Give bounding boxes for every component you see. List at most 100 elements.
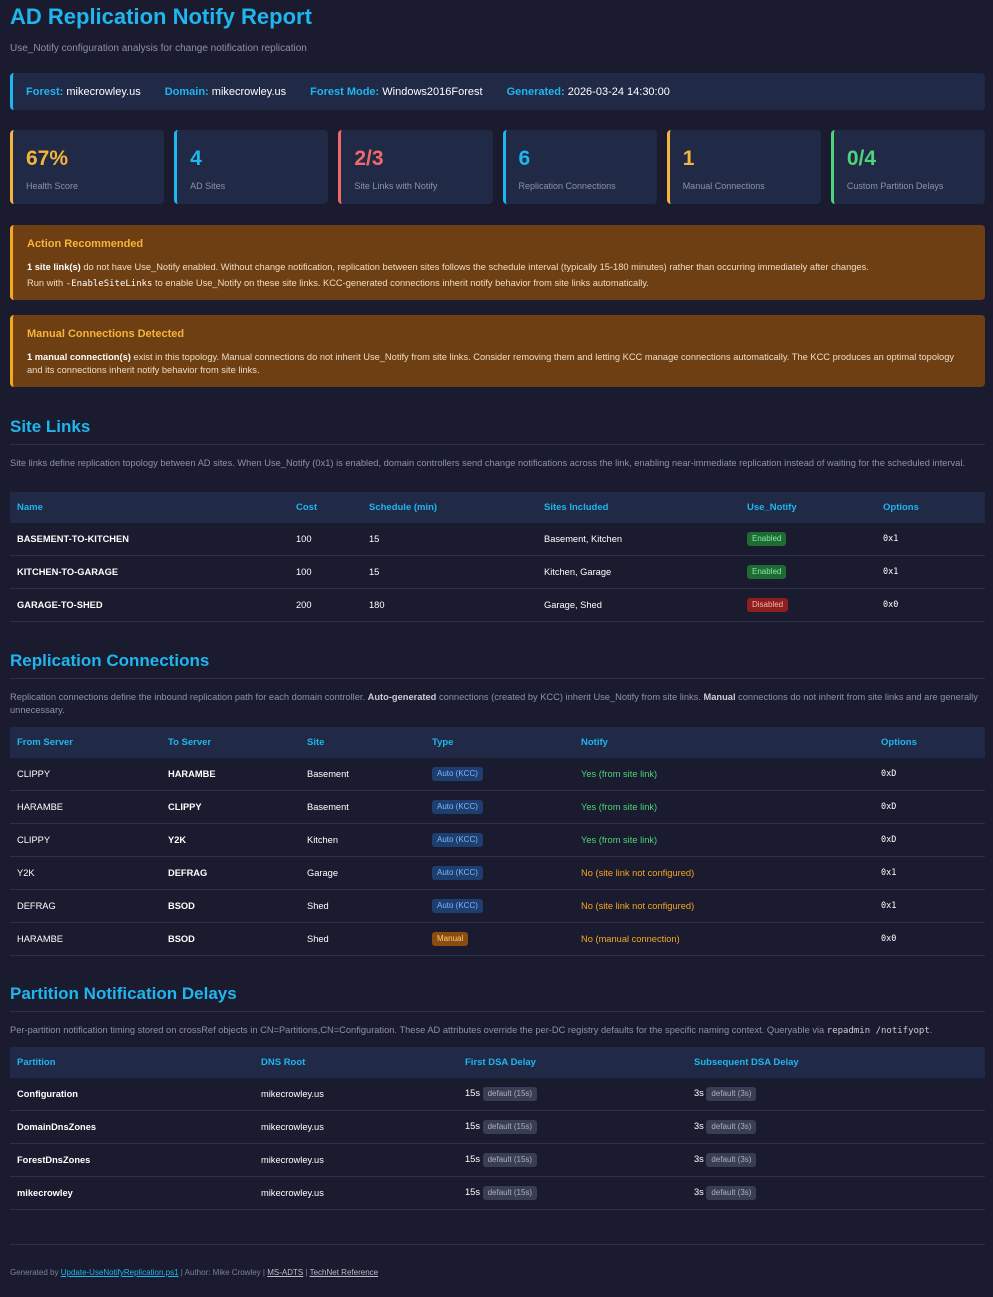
connection-site: Basement — [300, 790, 425, 824]
type-badge: Auto (KCC) — [432, 767, 483, 781]
default-badge: default (15s) — [482, 1120, 538, 1134]
summary-card: 67% Health Score — [10, 130, 165, 204]
card-value: 67% — [26, 147, 69, 170]
connection-options: 0xD — [874, 823, 985, 857]
summary-card: 6 Replication Connections — [502, 130, 657, 204]
table-row: CLIPPY HARAMBE Basement Auto (KCC) Yes (from… — [10, 758, 985, 791]
column-header: Type — [432, 737, 454, 748]
use-notify-cell: Enabled — [740, 555, 876, 589]
site-link-schedule: 15 — [362, 555, 537, 589]
site-link-cost: 100 — [289, 523, 362, 556]
dns-root: mikecrowley.us — [254, 1143, 458, 1177]
alert-text: 1 site link(s) do not have Use_Notify en… — [27, 261, 869, 272]
page-subtitle: Use_Notify configuration analysis for ch… — [10, 43, 307, 54]
table-row: Y2K DEFRAG Garage Auto (KCC) No (site link n… — [10, 856, 985, 890]
table-header-row: Name Cost Schedule (min) Sites Included … — [10, 492, 985, 523]
partition-delays-table: Partition DNS Root First DSA Delay Subse… — [10, 1047, 985, 1210]
ms-adts-link[interactable]: MS-ADTS — [267, 1268, 304, 1277]
delay-value: 15s — [465, 1121, 480, 1132]
site-link-sites: Garage, Shed — [537, 588, 740, 622]
type-badge: Auto (KCC) — [432, 800, 483, 814]
table-row: KITCHEN-TO-GARAGE 100 15 Kitchen, Garage Ena… — [10, 555, 985, 589]
table-row: DomainDnsZones mikecrowley.us 15s default … — [10, 1110, 985, 1144]
first-dsa-delay: 15s default (15s) — [458, 1176, 687, 1210]
technet-reference-link[interactable]: TechNet Reference — [309, 1268, 379, 1277]
status-badge: Enabled — [747, 532, 787, 546]
from-server: CLIPPY — [10, 758, 161, 791]
table-row: HARAMBE CLIPPY Basement Auto (KCC) Yes (from… — [10, 790, 985, 824]
script-link[interactable]: Update-UseNotifyReplication.ps1 — [60, 1268, 179, 1277]
column-header: DNS Root — [261, 1057, 306, 1068]
connection-site: Garage — [300, 856, 425, 890]
site-link-options: 0x1 — [876, 555, 985, 589]
connection-site: Kitchen — [300, 823, 425, 857]
from-server: Y2K — [10, 856, 161, 890]
status-badge: Disabled — [747, 598, 789, 612]
connection-notify: Yes (from site link) — [574, 790, 874, 824]
column-header: From Server — [17, 737, 73, 748]
first-dsa-delay: 15s default (15s) — [458, 1110, 687, 1144]
delay-value: 15s — [465, 1154, 480, 1165]
first-dsa-delay: 15s default (15s) — [458, 1078, 687, 1111]
environment-info-bar: Forest: mikecrowley.us Domain: mikecrowl… — [10, 73, 985, 110]
site-link-name: GARAGE-TO-SHED — [10, 588, 289, 622]
card-value: 2/3 — [354, 147, 384, 170]
default-badge: default (3s) — [706, 1186, 757, 1200]
column-header: To Server — [168, 737, 212, 748]
connection-type-cell: Manual — [425, 922, 574, 956]
card-label: Manual Connections — [682, 181, 765, 191]
site-link-sites: Basement, Kitchen — [537, 523, 740, 556]
card-value: 6 — [518, 147, 531, 170]
partition-name: DomainDnsZones — [10, 1110, 254, 1144]
table-header-row: From Server To Server Site Type Notify O… — [10, 727, 985, 758]
summary-card: 2/3 Site Links with Notify — [338, 130, 493, 204]
connection-notify: No (site link not configured) — [574, 856, 874, 890]
alert-title: Manual Connections Detected — [27, 328, 185, 340]
subsequent-dsa-delay: 3s default (3s) — [687, 1143, 985, 1177]
to-server: Y2K — [161, 823, 300, 857]
connection-site: Shed — [300, 889, 425, 923]
table-row: Configuration mikecrowley.us 15s default (… — [10, 1078, 985, 1111]
footer-divider — [10, 1244, 985, 1245]
to-server: CLIPPY — [161, 790, 300, 824]
card-label: Custom Partition Delays — [846, 181, 944, 191]
default-badge: default (15s) — [482, 1186, 538, 1200]
page-footer: Generated by Update-UseNotifyReplication… — [10, 1268, 379, 1277]
alert-title: Action Recommended — [27, 238, 144, 250]
partition-name: Configuration — [10, 1078, 254, 1111]
site-link-cost: 200 — [289, 588, 362, 622]
site-link-schedule: 15 — [362, 523, 537, 556]
table-row: mikecrowley mikecrowley.us 15s default (15… — [10, 1176, 985, 1210]
type-badge: Manual — [432, 932, 469, 946]
column-header: First DSA Delay — [465, 1057, 536, 1068]
site-link-cost: 100 — [289, 555, 362, 589]
column-header: Cost — [296, 502, 318, 513]
forest-info: Forest: mikecrowley.us — [26, 85, 141, 98]
partition-name: mikecrowley — [10, 1176, 254, 1210]
card-value: 4 — [190, 147, 202, 170]
default-badge: default (3s) — [706, 1120, 757, 1134]
dns-root: mikecrowley.us — [254, 1110, 458, 1144]
site-link-name: BASEMENT-TO-KITCHEN — [10, 523, 289, 556]
connection-notify: Yes (from site link) — [574, 758, 874, 791]
site-link-options: 0x0 — [876, 588, 985, 622]
partitions-description: Per-partition notification timing stored… — [10, 1025, 933, 1036]
section-divider — [10, 1011, 985, 1012]
summary-card: 0/4 Custom Partition Delays — [830, 130, 986, 204]
column-header: Options — [881, 737, 917, 748]
status-badge: Enabled — [747, 565, 787, 579]
from-server: HARAMBE — [10, 922, 161, 956]
table-row: GARAGE-TO-SHED 200 180 Garage, Shed Disabled… — [10, 588, 985, 622]
use-notify-cell: Disabled — [740, 588, 876, 622]
card-value: 0/4 — [846, 147, 877, 170]
delay-value: 3s — [694, 1088, 704, 1099]
subsequent-dsa-delay: 3s default (3s) — [687, 1176, 985, 1210]
summary-cards: 67% Health Score 4 AD Sites 2/3 Site Links wi… — [10, 130, 986, 204]
forest-mode-info: Forest Mode: Windows2016Forest — [310, 85, 483, 98]
subsequent-dsa-delay: 3s default (3s) — [687, 1078, 985, 1111]
alert-text: 1 manual connection(s) exist in this top… — [27, 351, 955, 376]
site-link-schedule: 180 — [362, 588, 537, 622]
delay-value: 3s — [694, 1187, 704, 1198]
subsequent-dsa-delay: 3s default (3s) — [687, 1110, 985, 1144]
